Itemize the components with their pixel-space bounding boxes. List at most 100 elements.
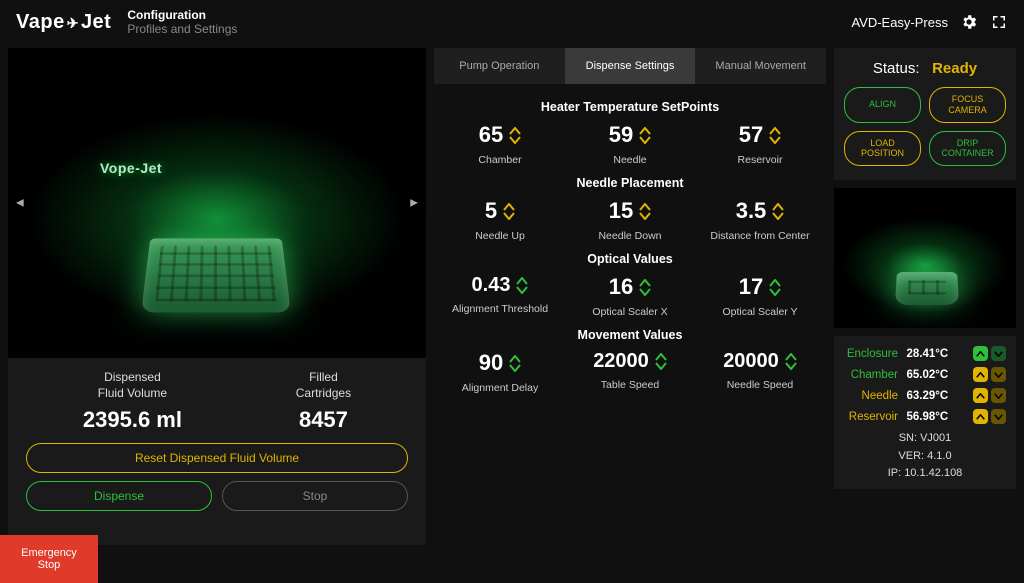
- setpoint-stepper[interactable]: [639, 279, 651, 296]
- movement-setpoint-0: 90Alignment Delay: [440, 350, 560, 394]
- temp-up-icon[interactable]: [973, 409, 988, 424]
- chevron-down-icon[interactable]: [655, 362, 667, 370]
- setpoint-stepper[interactable]: [509, 355, 521, 372]
- temp-up-icon[interactable]: [973, 388, 988, 403]
- tab-pump-operation[interactable]: Pump Operation: [434, 48, 565, 84]
- chevron-down-icon[interactable]: [769, 136, 781, 144]
- chevron-down-icon[interactable]: [639, 288, 651, 296]
- setpoint-label: Optical Scaler Y: [722, 306, 797, 318]
- page-title: Configuration: [127, 8, 237, 22]
- align-button[interactable]: ALIGN: [844, 87, 921, 123]
- temp-up-icon[interactable]: [973, 367, 988, 382]
- needle-setpoint-1: 15Needle Down: [570, 198, 690, 242]
- stop-button[interactable]: Stop: [222, 481, 408, 511]
- needle-section-title: Needle Placement: [440, 176, 820, 190]
- drip-container-button[interactable]: DRIP CONTAINER: [929, 131, 1006, 167]
- setpoint-stepper[interactable]: [769, 279, 781, 296]
- optical-setpoint-0: 0.43Alignment Threshold: [440, 274, 560, 318]
- tab-dispense-settings[interactable]: Dispense Settings: [565, 48, 696, 84]
- setpoint-stepper[interactable]: [516, 277, 528, 294]
- app-header: Vape✈Jet Configuration Profiles and Sett…: [0, 0, 1024, 40]
- temp-down-icon[interactable]: [991, 346, 1006, 361]
- temp-name: Needle: [844, 390, 898, 402]
- setpoint-value: 65: [479, 122, 503, 148]
- chevron-down-icon[interactable]: [769, 288, 781, 296]
- movement-section-title: Movement Values: [440, 328, 820, 342]
- chevron-up-icon[interactable]: [639, 127, 651, 135]
- chevron-up-icon[interactable]: [503, 203, 515, 211]
- setpoint-value: 16: [609, 274, 633, 300]
- status-value: Ready: [932, 60, 977, 77]
- right-column: Status: Ready ALIGN FOCUS CAMERA LOAD PO…: [834, 48, 1016, 545]
- temp-up-icon[interactable]: [973, 346, 988, 361]
- chevron-down-icon[interactable]: [516, 286, 528, 294]
- settings-body: Heater Temperature SetPoints 65Chamber59…: [434, 84, 826, 545]
- chevron-up-icon[interactable]: [785, 353, 797, 361]
- temp-indicators[interactable]: [973, 409, 1006, 424]
- setpoint-value: 17: [739, 274, 763, 300]
- dispensed-volume-stat: Dispensed Fluid Volume 2395.6 ml: [83, 370, 182, 433]
- load-position-button[interactable]: LOAD POSITION: [844, 131, 921, 167]
- serial-number: SN: VJ001: [844, 430, 1006, 448]
- chevron-down-icon[interactable]: [785, 362, 797, 370]
- setpoint-label: Table Speed: [601, 379, 659, 391]
- setpoint-stepper[interactable]: [785, 353, 797, 370]
- cartridge-tray-mini: [895, 272, 959, 305]
- setpoint-stepper[interactable]: [639, 127, 651, 144]
- chevron-up-icon[interactable]: [516, 277, 528, 285]
- temp-value: 65.02°C: [907, 369, 965, 381]
- chevron-up-icon[interactable]: [772, 203, 784, 211]
- chevron-up-icon[interactable]: [769, 279, 781, 287]
- setpoint-stepper[interactable]: [769, 127, 781, 144]
- temp-value: 56.98°C: [907, 411, 965, 423]
- setpoint-stepper[interactable]: [509, 127, 521, 144]
- setpoint-stepper[interactable]: [772, 203, 784, 220]
- setpoint-label: Distance from Center: [710, 230, 809, 242]
- reset-volume-button[interactable]: Reset Dispensed Fluid Volume: [26, 443, 408, 473]
- dispense-stop-row: Dispense Stop: [26, 481, 408, 511]
- temp-indicators[interactable]: [973, 388, 1006, 403]
- gear-icon[interactable]: [960, 13, 978, 31]
- camera-next-icon[interactable]: ▶: [406, 194, 422, 213]
- temp-indicators[interactable]: [973, 367, 1006, 382]
- fullscreen-icon[interactable]: [990, 13, 1008, 31]
- setpoint-label: Optical Scaler X: [592, 306, 667, 318]
- emergency-stop-button[interactable]: Emergency Stop: [0, 535, 98, 583]
- chevron-down-icon[interactable]: [639, 136, 651, 144]
- setpoint-label: Needle Down: [598, 230, 661, 242]
- temp-indicators[interactable]: [973, 346, 1006, 361]
- chevron-up-icon[interactable]: [509, 355, 521, 363]
- setpoint-stepper[interactable]: [639, 203, 651, 220]
- needle-setpoint-2: 3.5 Distance from Center: [700, 198, 820, 242]
- chevron-up-icon[interactable]: [639, 279, 651, 287]
- setpoint-stepper[interactable]: [655, 353, 667, 370]
- logo: Vape✈Jet: [16, 11, 111, 34]
- temp-down-icon[interactable]: [991, 409, 1006, 424]
- focus-camera-button[interactable]: FOCUS CAMERA: [929, 87, 1006, 123]
- camera-prev-icon[interactable]: ◀: [12, 194, 28, 213]
- heater-section-title: Heater Temperature SetPoints: [440, 100, 820, 114]
- setpoint-label: Needle: [613, 154, 646, 166]
- chevron-up-icon[interactable]: [639, 203, 651, 211]
- chevron-down-icon[interactable]: [503, 212, 515, 220]
- heater-setpoint-1: 59 Needle: [570, 122, 690, 166]
- version: VER: 4.1.0: [844, 448, 1006, 466]
- chevron-up-icon[interactable]: [655, 353, 667, 361]
- needle-setpoints-row: 5Needle Up15Needle Down3.5Distance from …: [440, 198, 820, 242]
- page-subtitle: Profiles and Settings: [127, 22, 237, 36]
- chevron-down-icon[interactable]: [639, 212, 651, 220]
- chevron-up-icon[interactable]: [769, 127, 781, 135]
- temp-down-icon[interactable]: [991, 367, 1006, 382]
- setpoint-value: 3.5: [736, 198, 767, 224]
- system-info: SN: VJ001 VER: 4.1.0 IP: 10.1.42.108: [844, 430, 1006, 483]
- chevron-up-icon[interactable]: [509, 127, 521, 135]
- setpoint-stepper[interactable]: [503, 203, 515, 220]
- chevron-down-icon[interactable]: [509, 136, 521, 144]
- camera-view-main: Vope-Jet ◀ ▶: [8, 48, 426, 358]
- temp-down-icon[interactable]: [991, 388, 1006, 403]
- tab-manual-movement[interactable]: Manual Movement: [695, 48, 826, 84]
- chevron-down-icon[interactable]: [509, 364, 521, 372]
- dispense-button[interactable]: Dispense: [26, 481, 212, 511]
- setpoint-value: 59: [609, 122, 633, 148]
- chevron-down-icon[interactable]: [772, 212, 784, 220]
